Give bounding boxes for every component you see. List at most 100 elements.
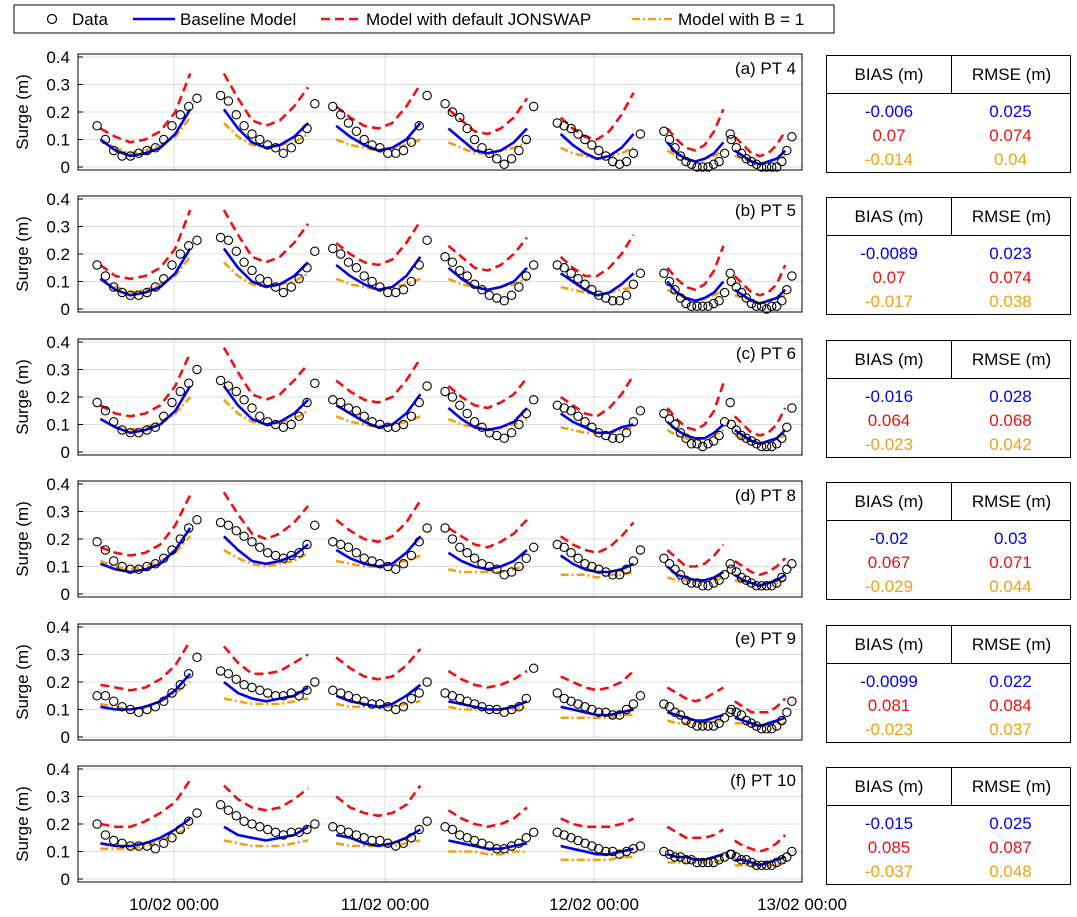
data-point	[414, 688, 424, 698]
data-point	[302, 263, 312, 273]
data-point	[462, 408, 472, 419]
series-baseline-line	[733, 573, 786, 588]
data-point	[741, 575, 752, 586]
data-point	[751, 301, 762, 312]
data-point	[614, 570, 625, 580]
stats-row-jonswap: 0.064 0.068	[827, 409, 1070, 433]
data-point	[528, 542, 539, 553]
series-b1-line	[99, 256, 192, 294]
series-baseline-line	[447, 549, 528, 571]
data-point	[406, 693, 417, 704]
data-point	[719, 417, 730, 427]
y-tick-label: 0.4	[46, 48, 70, 67]
series-jonswap-line	[222, 346, 310, 402]
data-point	[167, 833, 177, 843]
data-point	[142, 287, 152, 298]
data-point	[286, 419, 297, 430]
stats-row-jonswap: 0.07 0.074	[827, 124, 1070, 148]
data-point	[270, 691, 281, 701]
stats-rmse-value: 0.074	[989, 126, 1032, 145]
stats-bias-value: -0.037	[864, 862, 914, 881]
data-point	[726, 276, 737, 287]
data-point	[659, 553, 669, 564]
y-tick-label: 0	[61, 585, 70, 604]
data-point	[725, 268, 735, 279]
data-point	[183, 101, 194, 112]
data-point	[746, 578, 757, 588]
data-point	[270, 827, 281, 838]
series-jonswap-line	[100, 779, 192, 829]
data-point	[686, 301, 697, 312]
data-point	[521, 134, 532, 145]
data-point	[692, 857, 702, 868]
data-point	[158, 553, 169, 564]
data-point	[528, 260, 539, 270]
stats-row-b1: -0.037 0.048	[827, 860, 1070, 884]
data-point	[659, 699, 669, 709]
data-point	[158, 696, 169, 707]
data-point	[255, 685, 265, 696]
data-point	[566, 123, 576, 134]
series-baseline-line	[559, 133, 635, 161]
data-point	[414, 397, 424, 408]
data-point	[455, 112, 465, 123]
data-point	[756, 724, 767, 734]
y-axis-label: Surge (m)	[13, 359, 32, 435]
data-point	[594, 707, 604, 718]
data-point	[262, 548, 273, 558]
data-point	[714, 296, 724, 306]
data-point	[142, 841, 152, 851]
y-axis-label: Surge (m)	[13, 786, 32, 862]
data-point	[192, 515, 202, 525]
series-b1-line	[447, 277, 528, 292]
data-point	[528, 395, 539, 405]
data-point	[335, 397, 346, 408]
data-point	[719, 148, 730, 159]
data-point	[92, 260, 102, 270]
stats-row-baseline: -0.006 0.025	[827, 100, 1070, 124]
series-jonswap-line	[335, 648, 422, 681]
data-point	[278, 287, 289, 298]
data-point	[736, 430, 747, 441]
data-point	[286, 282, 297, 292]
data-point	[447, 534, 458, 544]
data-point	[708, 159, 719, 170]
y-tick-label: 0.1	[46, 843, 70, 862]
stats-bias-value: -0.016	[864, 387, 914, 406]
series-jonswap-line	[447, 236, 529, 272]
stats-header-rmse: RMSE (m)	[951, 198, 1071, 235]
series-b1-line	[666, 149, 725, 163]
data-point	[751, 581, 762, 591]
data-point	[351, 263, 362, 273]
data-point	[628, 417, 639, 427]
data-point	[751, 159, 762, 170]
series-baseline-line	[335, 828, 422, 848]
data-point	[703, 301, 713, 312]
data-point	[664, 702, 675, 712]
data-point	[528, 663, 539, 674]
data-point	[566, 548, 576, 558]
data-point	[607, 570, 618, 580]
panel-title: (c) PT 6	[736, 344, 796, 363]
data-point	[686, 159, 697, 170]
data-point	[150, 702, 161, 712]
legend-baseline-label: Baseline Model	[180, 10, 296, 29]
series-jonswap-line	[733, 557, 787, 577]
data-point	[601, 151, 611, 161]
data-point	[552, 827, 563, 838]
data-point	[751, 860, 762, 871]
data-point	[167, 260, 177, 270]
data-point	[343, 691, 354, 701]
data-point	[741, 433, 752, 444]
data-point	[414, 824, 424, 835]
data-point	[521, 693, 532, 704]
stats-row-jonswap: 0.07 0.074	[827, 266, 1070, 290]
data-point	[499, 159, 509, 170]
stats-rmse-value: 0.084	[989, 696, 1032, 715]
data-point	[725, 397, 735, 408]
series-b1-line	[223, 839, 309, 848]
stats-rmse-value: 0.025	[989, 814, 1032, 833]
legend-data-label: Data	[72, 10, 108, 29]
data-point	[133, 428, 144, 438]
data-point	[108, 145, 119, 156]
